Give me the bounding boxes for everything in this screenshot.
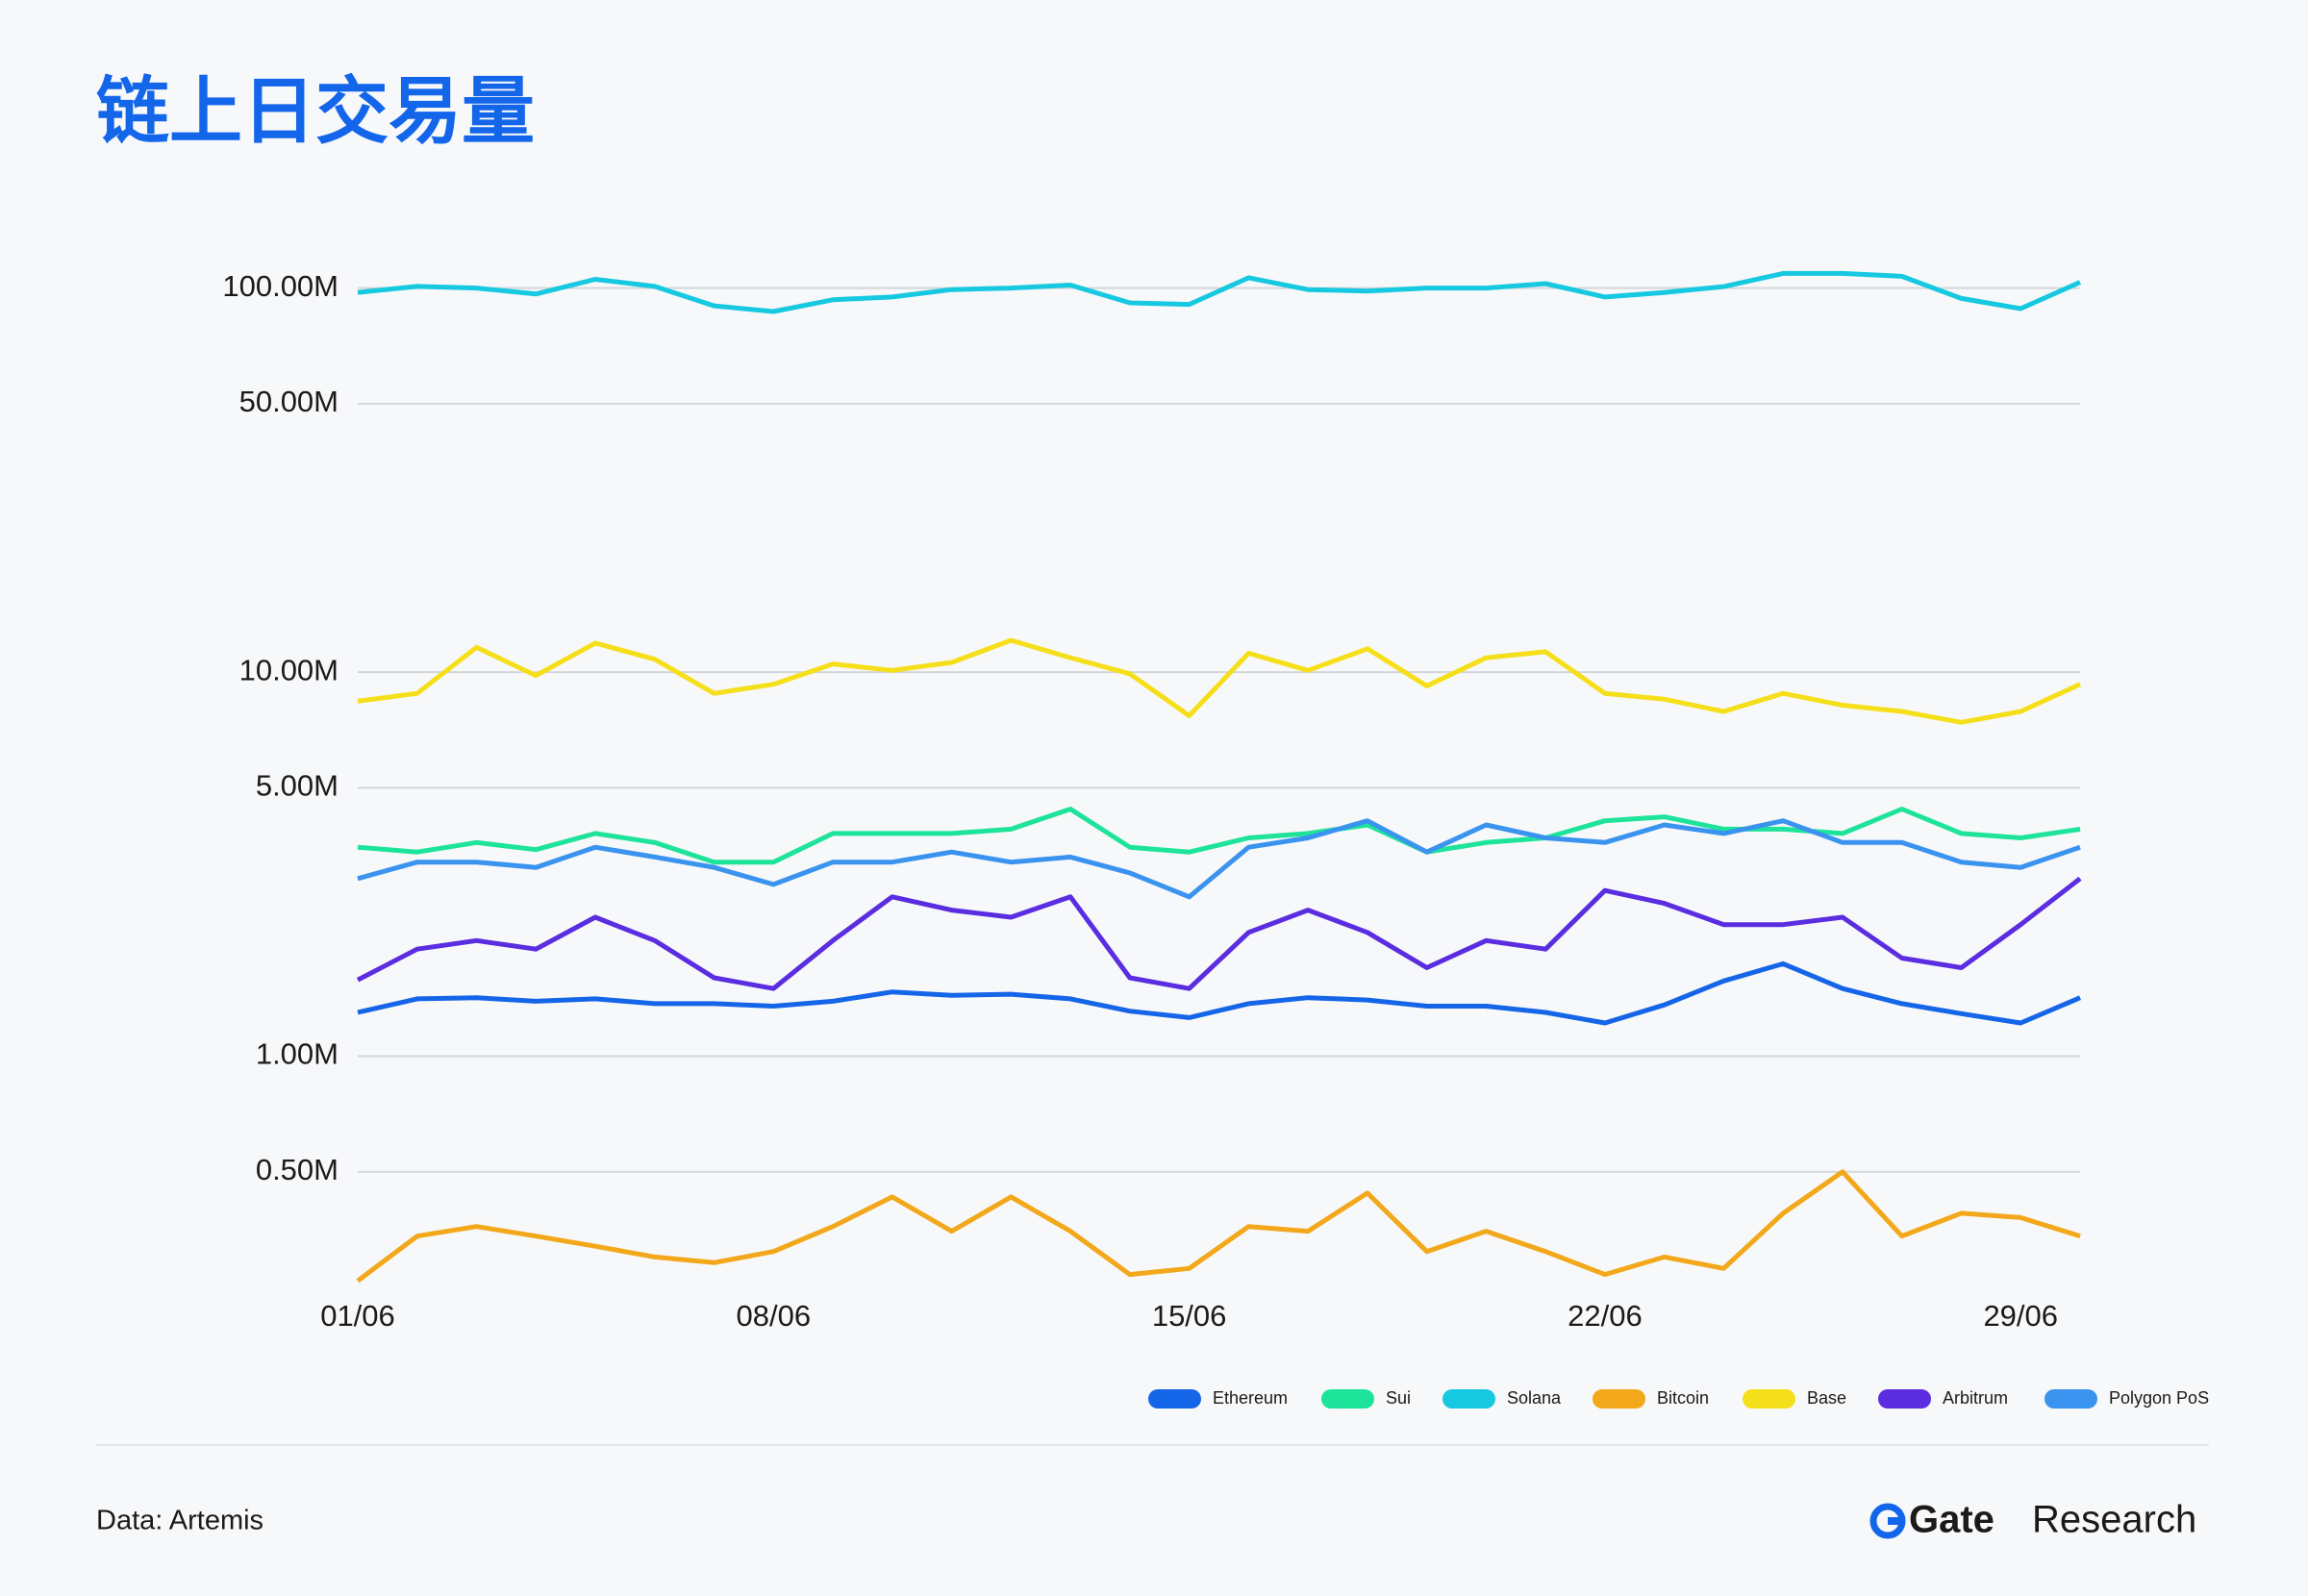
brand-suffix: Research: [2032, 1499, 2196, 1541]
x-tick-label: 22/06: [1568, 1299, 1643, 1333]
legend-swatch: [1743, 1389, 1795, 1409]
series-line: [357, 960, 2081, 1026]
y-tick-label: 10.00M: [239, 653, 339, 686]
series-line: [357, 818, 2081, 900]
legend-swatch: [1148, 1389, 1201, 1409]
source-note: Data: Artemis: [96, 1506, 263, 1536]
legend-swatch: [1593, 1389, 1645, 1409]
series-line: [356, 876, 2082, 991]
x-tick-label: 08/06: [737, 1299, 812, 1333]
logo-icon-bar: [1888, 1517, 1903, 1525]
y-tick-label: 50.00M: [239, 385, 339, 418]
brand-logo: Gate Research: [1869, 1499, 2196, 1541]
brand-name: Gate: [1909, 1499, 1994, 1541]
chart-title: 链上日交易量: [96, 71, 535, 153]
legend-swatch: [2045, 1389, 2097, 1409]
legend-swatch: [1442, 1389, 1495, 1409]
x-tick-label: 01/06: [320, 1299, 395, 1333]
x-tick-label: 29/06: [1983, 1299, 2058, 1333]
series-line: [357, 807, 2081, 865]
legend-swatch: [1878, 1389, 1931, 1409]
series-line: [356, 1169, 2081, 1284]
y-tick-label: 100.00M: [222, 269, 339, 303]
legend-label: Polygon PoS: [2109, 1388, 2209, 1408]
legend-label: Ethereum: [1213, 1388, 1288, 1408]
legend-label: Arbitrum: [1943, 1388, 2008, 1408]
legend-swatch: [1321, 1389, 1374, 1409]
series-line: [357, 637, 2082, 725]
legend-label: Bitcoin: [1657, 1388, 1709, 1408]
y-tick-label: 0.50M: [256, 1153, 339, 1186]
legend-label: Sui: [1386, 1388, 1411, 1408]
y-tick-label: 5.00M: [256, 769, 339, 803]
legend-label: Solana: [1507, 1388, 1562, 1408]
x-tick-label: 15/06: [1152, 1299, 1227, 1333]
series-line: [357, 270, 2082, 314]
legend-label: Base: [1807, 1388, 1846, 1408]
legend: Ethereum Sui Solana Bitcoin Base Arbitrum Poly…: [1148, 1388, 2209, 1409]
y-tick-label: 1.00M: [256, 1037, 339, 1071]
